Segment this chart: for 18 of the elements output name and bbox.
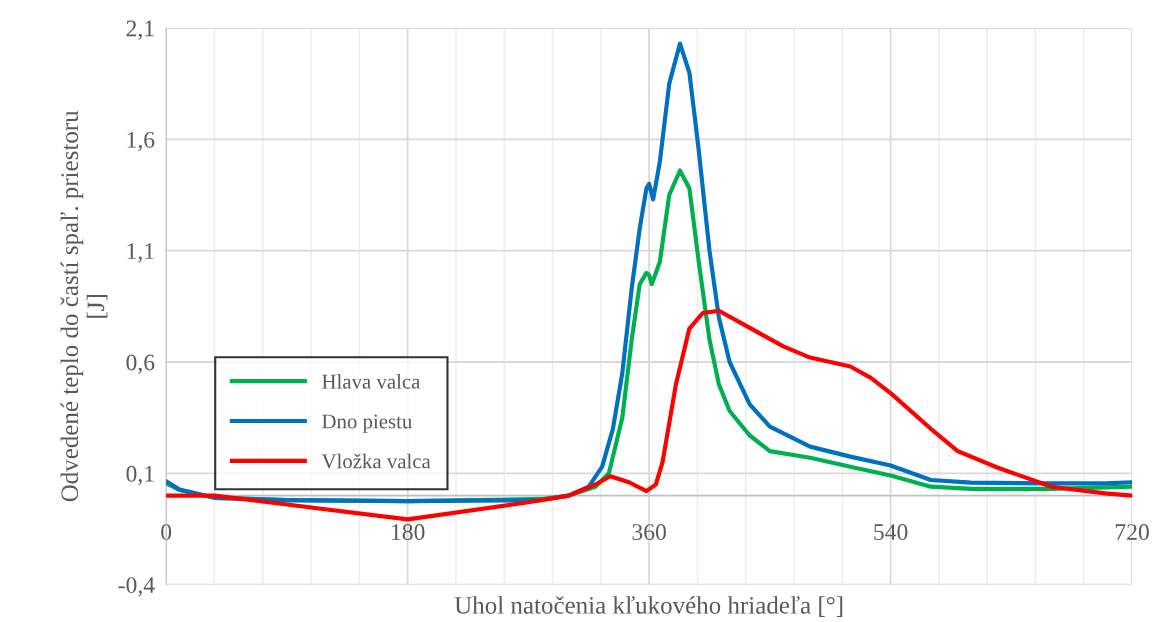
y-tick-label: 1,1	[127, 243, 154, 263]
x-tick-label: 360	[632, 524, 666, 540]
legend-label: Dno piestu	[322, 414, 412, 433]
x-axis-title: Uhol natočenia kľukového hriadeľa [°]	[454, 596, 843, 617]
legend-label: Vložka valca	[321, 453, 431, 469]
y-tick-label: -0,4	[118, 577, 155, 597]
y-tick-label: 0,6	[126, 354, 155, 374]
y-tick-label: 0,1	[126, 465, 154, 486]
line-series	[166, 41, 1133, 504]
legend-label: Hlava valca	[322, 374, 421, 389]
y-tick-label: 1,6	[127, 131, 155, 152]
x-tick-label: 180	[392, 524, 425, 540]
x-tick-label: 720	[1115, 524, 1149, 540]
y-axis-title: Odvedené teplo do častí spaľ. priestoru [J]	[60, 110, 108, 502]
x-tick-label: 540	[874, 524, 908, 540]
y-tick-label: 2,1	[126, 20, 154, 40]
line-series	[166, 308, 1133, 522]
x-tick-label: 0	[161, 524, 172, 540]
